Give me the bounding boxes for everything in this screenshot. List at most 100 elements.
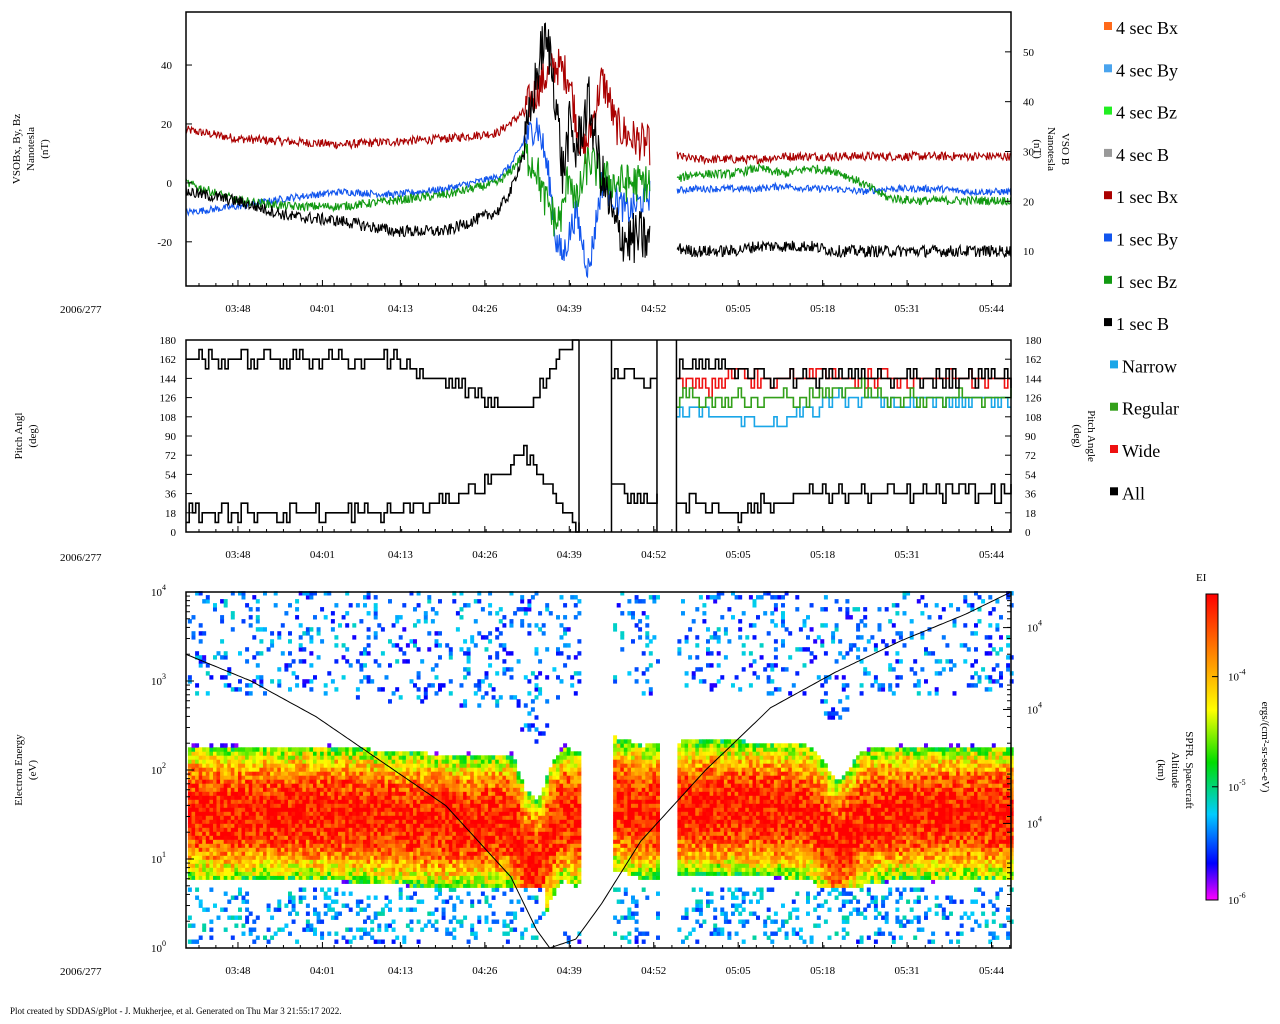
spectrogram-cell [334,887,339,892]
spectrogram-cell [402,835,407,840]
spectrogram-cell [209,743,214,748]
spectrogram-cell [363,807,367,812]
spectrogram-cell [366,807,371,812]
spectrogram-cell [363,835,367,840]
spectrogram-cell [648,687,653,692]
spectrogram-cell [534,839,539,844]
spectrogram-cell [266,791,271,796]
spectrogram-cell [638,859,643,864]
spectrogram-cell [634,919,639,924]
spectrogram-cell [380,843,385,848]
spectrogram-cell [195,887,200,892]
spectrogram-cell [645,771,650,776]
spectrogram-cell [638,931,643,936]
spectrogram-cell [255,675,260,680]
spectrogram-cell [548,827,553,832]
spectrogram-cell [452,811,457,816]
spectrogram-cell [656,807,660,812]
spectrogram-cell [248,775,253,780]
spectrogram-cell [352,827,357,832]
spectrogram-cell [277,667,282,672]
spectrogram-cell [627,915,632,920]
spectrogram-cell [559,879,564,884]
spectrogram-cell [391,771,396,776]
spectrogram-cell [327,755,332,760]
spectrogram-cell [452,591,457,596]
spectrogram-cell [273,843,278,848]
spectrogram-cell [398,863,403,868]
spectrogram-cell [198,835,203,840]
spectrogram-cell [634,799,639,804]
spectrogram-cell [638,823,643,828]
spectrogram-cell [641,827,646,832]
spectrogram-cell [252,823,257,828]
spectrogram-cell [313,907,317,912]
spectrogram-cell [552,879,557,884]
spectrogram-cell [498,783,503,788]
spectrogram-cell [452,867,457,872]
spectrogram-cell [238,763,242,768]
spectrogram-cell [384,843,389,848]
spectrogram-cell [363,747,367,752]
spectrogram-cell [245,851,250,856]
spectrogram-cell [631,859,635,864]
spectrogram-cell [288,775,292,780]
spectrogram-cell [227,807,232,812]
spectrogram-cell [552,787,557,792]
spectrogram-cell [623,855,628,860]
spectrogram-cell [234,799,239,804]
spectrogram-cell [187,619,192,624]
spectrogram-cell [502,787,507,792]
spectrogram-cell [430,843,435,848]
spectrogram-cell [223,875,228,880]
spectrogram-cell [488,787,493,792]
spectrogram-cell [227,823,232,828]
spectrogram-cell [284,923,289,928]
spectrogram-cell [288,823,292,828]
spectrogram-cell [677,859,682,864]
spectrogram-cell [216,839,221,844]
spectrogram-cell [613,775,618,780]
spectrogram-cell [520,875,525,880]
spectrogram-cell [209,887,214,892]
spectrogram-cell [573,871,578,876]
spectrogram-cell [205,875,210,880]
spectrogram-cell [498,871,503,876]
spectrogram-cell [316,847,321,852]
spectrogram-cell [241,827,246,832]
spectrogram-cell [405,847,410,852]
spectrogram-cell [484,875,489,880]
spectrogram-cell [402,603,407,608]
spectrogram-cell [455,919,460,924]
spectrogram-cell [198,903,203,908]
spectrogram-cell [438,863,442,868]
spectrogram-cell [556,883,560,888]
spectrogram-cell [252,767,257,772]
spectrogram-cell [220,859,225,864]
spectrogram-cell [498,819,503,824]
spectrogram-cell [230,835,235,840]
spectrogram-cell [684,907,689,912]
spectrogram-cell [455,791,460,796]
spectrogram-cell [473,619,478,624]
spectrogram-cell [388,775,392,780]
spectrogram-cell [238,775,242,780]
spectrogram-cell [202,855,207,860]
spectrogram-cell [652,799,657,804]
spectrogram-cell [559,803,564,808]
spectrogram-cell [502,771,507,776]
spectrogram-cell [209,847,214,852]
spectrogram-cell [263,627,267,632]
spectrogram-cell [573,755,578,760]
spectrogram-cell [373,851,378,856]
spectrogram-cell [455,863,460,868]
spectrogram-cell [538,691,543,696]
spectrogram-cell [466,763,471,768]
spectrogram-cell [395,787,400,792]
spectrogram-cell [380,879,385,884]
spectrogram-cell [248,807,253,812]
spectrogram-cell [241,815,246,820]
spectrogram-cell [223,859,228,864]
spectrogram-cell [502,891,507,896]
spectrogram-cell [448,827,453,832]
